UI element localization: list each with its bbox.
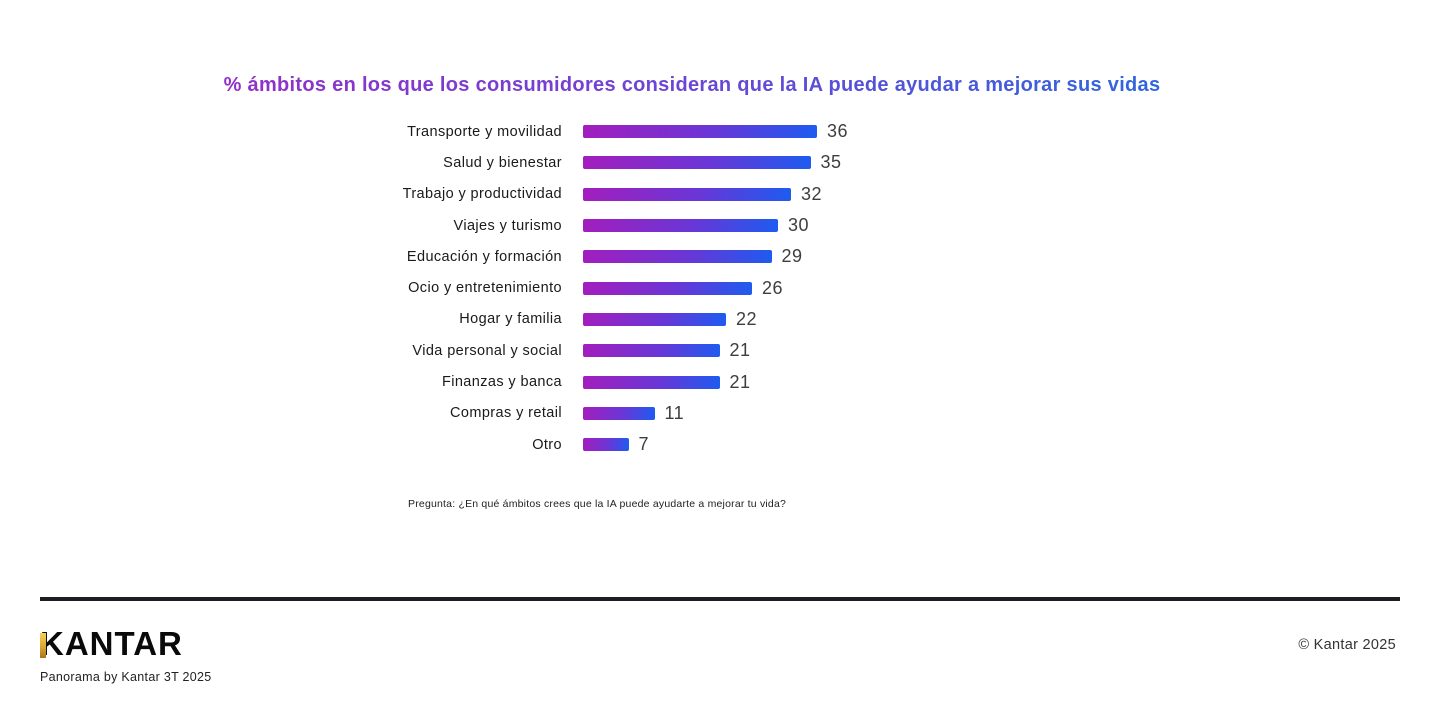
category-label: Compras y retail [450,405,562,422]
value-label: 22 [736,308,758,329]
value-label: 21 [729,340,751,361]
category-label: Ocio y entretenimiento [408,280,562,297]
value-label: 29 [781,246,803,267]
value-label: 11 [664,402,685,423]
kantar-logo-gold-bar-icon [40,633,46,658]
chart-row: Transporte y movilidad 36 [0,116,848,147]
value-label: 36 [827,121,849,142]
bar [583,406,655,420]
bar [583,344,720,358]
value-label: 7 [638,434,650,455]
chart-row: Viajes y turismo 30 [0,210,848,241]
chart-row: Salud y bienestar 35 [0,147,848,178]
category-label: Viajes y turismo [453,217,562,234]
bar-chart: Transporte y movilidad 36 Salud y bienesta… [0,116,848,460]
category-label: Finanzas y banca [441,374,562,391]
chart-row: Finanzas y banca 21 [0,366,848,397]
bar [583,219,778,233]
question-note: Pregunta: ¿En qué ámbitos crees que la I… [408,498,787,510]
bar [583,125,817,139]
category-label: Trabajo y productividad [402,186,562,203]
kantar-logo-text: KANTAR [40,625,183,662]
value-label: 21 [729,371,751,392]
chart-title: % ámbitos en los que los consumidores co… [0,74,1384,97]
value-label: 32 [801,183,823,204]
category-label: Salud y bienestar [443,154,562,171]
bar [583,250,772,264]
chart-row: Hogar y familia 22 [0,304,848,335]
value-label: 35 [820,152,842,173]
value-label: 26 [762,277,784,298]
category-label: Educación y formación [406,248,562,265]
footer-subtext: Panorama by Kantar 3T 2025 [40,670,212,684]
bar [583,438,629,452]
bar [583,281,752,295]
footer-divider [40,597,1400,601]
copyright-text: © Kantar 2025 [1298,637,1396,653]
value-label: 30 [788,215,810,236]
category-label: Transporte y movilidad [407,123,562,140]
chart-row: Otro 7 [0,429,848,460]
bar [583,187,791,201]
bar [583,312,726,326]
chart-row: Ocio y entretenimiento 26 [0,272,848,303]
bar [583,375,720,389]
kantar-logo: KANTAR [40,626,183,662]
category-label: Vida personal y social [412,342,562,359]
category-label: Hogar y familia [459,311,562,328]
chart-row: Compras y retail 11 [0,398,848,429]
bar [583,156,811,170]
chart-row: Educación y formación 29 [0,241,848,272]
chart-row: Trabajo y productividad 32 [0,179,848,210]
category-label: Otro [532,436,562,453]
chart-row: Vida personal y social 21 [0,335,848,366]
